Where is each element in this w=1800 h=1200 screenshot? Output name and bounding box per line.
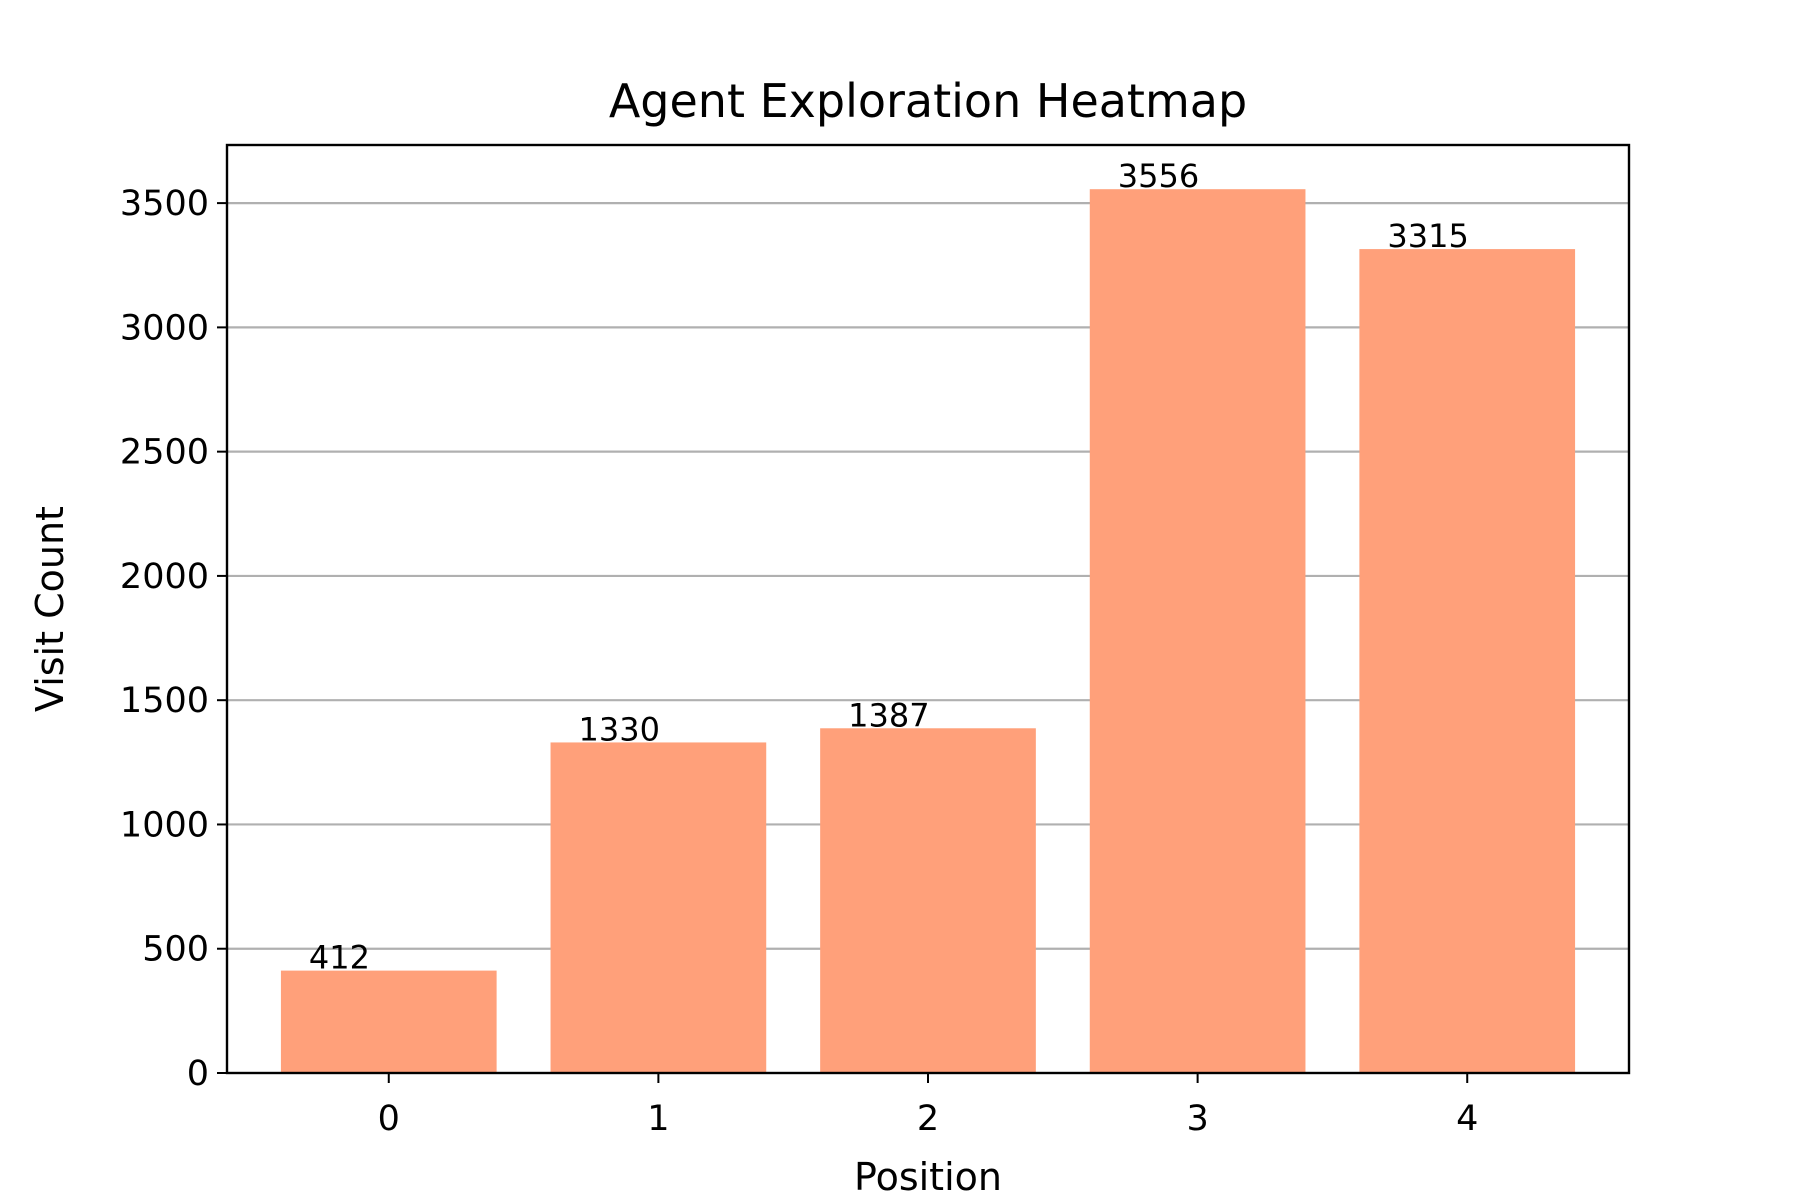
chart-title: Agent Exploration Heatmap — [609, 74, 1247, 128]
bar-0 — [280, 970, 497, 1073]
x-tick-label-3: 3 — [1186, 1099, 1208, 1139]
x-tick-label-0: 0 — [378, 1099, 400, 1139]
data-label-4: 3315 — [1387, 217, 1468, 255]
y-axis-label: Visit Count — [28, 506, 72, 712]
y-tick-label-0: 0 — [187, 1054, 209, 1094]
data-labels: 412 1330 1387 3556 3315 — [309, 157, 1469, 976]
x-tick-label-2: 2 — [917, 1099, 939, 1139]
bar-2 — [820, 728, 1036, 1073]
bars — [280, 189, 1576, 1074]
data-label-3: 3556 — [1118, 157, 1199, 195]
y-axis-ticks: 0 500 1000 1500 2000 2500 3000 3500 — [120, 184, 227, 1094]
data-label-2: 1387 — [848, 696, 929, 734]
x-tick-label-1: 1 — [647, 1099, 669, 1139]
y-tick-label-1500: 1500 — [120, 681, 209, 721]
data-label-0: 412 — [309, 939, 370, 977]
data-label-1: 1330 — [579, 710, 660, 748]
bar-3 — [1089, 189, 1306, 1073]
y-tick-label-500: 500 — [142, 930, 209, 970]
y-tick-label-3000: 3000 — [120, 308, 209, 348]
bar-1 — [550, 742, 767, 1073]
y-tick-label-3500: 3500 — [120, 184, 209, 224]
grid-lines — [227, 202, 1629, 950]
x-tick-label-4: 4 — [1456, 1099, 1478, 1139]
y-tick-label-1000: 1000 — [120, 805, 209, 845]
y-tick-label-2000: 2000 — [120, 557, 209, 597]
x-axis-ticks: 0 1 2 3 4 — [378, 1073, 1478, 1139]
bar-4 — [1359, 249, 1576, 1074]
y-tick-label-2500: 2500 — [120, 433, 209, 473]
x-axis-label: Position — [854, 1155, 1002, 1199]
